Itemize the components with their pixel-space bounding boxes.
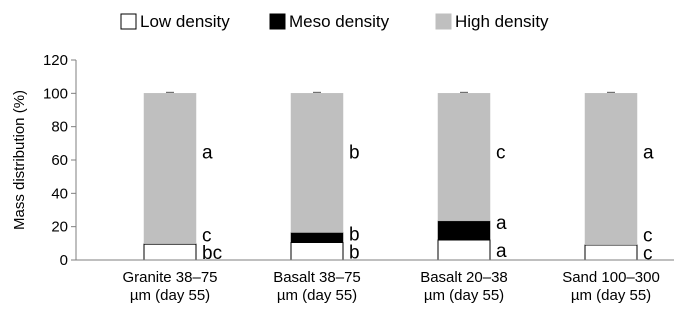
significance-letter: c <box>643 244 653 265</box>
significance-letter: a <box>643 143 654 164</box>
bar-segment-high-density <box>584 93 638 245</box>
bar-segment-high-density <box>437 93 491 222</box>
legend: Low density Meso density High density <box>120 12 549 31</box>
x-tick-label: Sand 100–300 µm (day 55) <box>562 269 660 304</box>
y-tick-label: 40 <box>51 185 68 202</box>
bar-segment-low-density <box>290 242 344 261</box>
significance-letter: c <box>496 143 506 164</box>
significance-letter: c <box>643 225 653 246</box>
y-tick-label: 80 <box>51 119 68 136</box>
legend-swatch <box>120 13 137 30</box>
x-tick-label: Basalt 20–38 µm (day 55) <box>420 269 508 304</box>
y-tick-label: 100 <box>43 85 68 102</box>
y-tick-label: 120 <box>43 52 68 69</box>
significance-letter: a <box>496 213 507 234</box>
bar-segment-high-density <box>143 93 197 244</box>
bar-segment-low-density <box>143 243 197 261</box>
legend-swatch <box>269 13 286 30</box>
bars <box>143 91 638 261</box>
legend-label: Low density <box>140 12 230 31</box>
x-tick-label: Basalt 38–75 µm (day 55) <box>273 269 361 304</box>
y-tick-label: 0 <box>60 252 68 269</box>
significance-letter: a <box>202 143 213 164</box>
y-tick-label: 20 <box>51 219 68 236</box>
y-axis: 0 20 40 60 80 100 120 <box>43 52 77 269</box>
x-axis: Granite 38–75 µm (day 55) Basalt 38–75 µm (… <box>76 259 674 304</box>
x-tick-label: Granite 38–75 µm (day 55) <box>122 269 217 304</box>
bar-segment-low-density <box>584 244 638 261</box>
bar-segment-meso-density <box>290 232 344 243</box>
bar-segment-low-density <box>437 239 491 261</box>
y-axis-label: Mass distribution (%) <box>11 90 28 230</box>
significance-letter: bc <box>202 243 222 264</box>
legend-swatch <box>435 13 452 30</box>
significance-letter: a <box>496 241 507 262</box>
y-tick-label: 60 <box>51 152 68 169</box>
significance-letter: b <box>349 225 360 246</box>
bar-segment-high-density <box>290 93 344 233</box>
significance-letter: c <box>202 225 212 246</box>
significance-letter: b <box>349 242 360 263</box>
legend-label: High density <box>455 12 549 31</box>
bar-segment-meso-density <box>437 220 491 241</box>
significance-letter: b <box>349 143 360 164</box>
legend-label: Meso density <box>289 12 390 31</box>
